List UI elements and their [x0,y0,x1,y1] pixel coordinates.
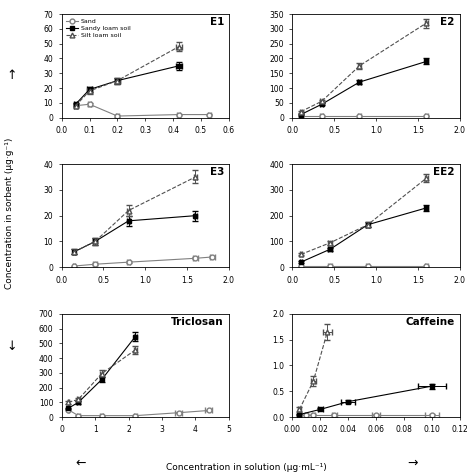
Text: Concentration in solution (μg·mL⁻¹): Concentration in solution (μg·mL⁻¹) [166,463,327,472]
Text: Caffeine: Caffeine [406,317,455,327]
Legend: Sand, Sandy loam soil, Silt loam soil: Sand, Sandy loam soil, Silt loam soil [65,18,132,40]
Text: E2: E2 [440,18,455,27]
Text: E1: E1 [210,18,224,27]
Text: Triclosan: Triclosan [171,317,224,327]
Text: ←: ← [75,457,86,470]
Text: ↑: ↑ [7,69,17,82]
Text: →: → [407,457,418,470]
Text: Concentration in sorbent (μg·g⁻¹): Concentration in sorbent (μg·g⁻¹) [5,137,14,289]
Text: EE2: EE2 [433,167,455,177]
Text: ↓: ↓ [7,339,17,353]
Text: E3: E3 [210,167,224,177]
